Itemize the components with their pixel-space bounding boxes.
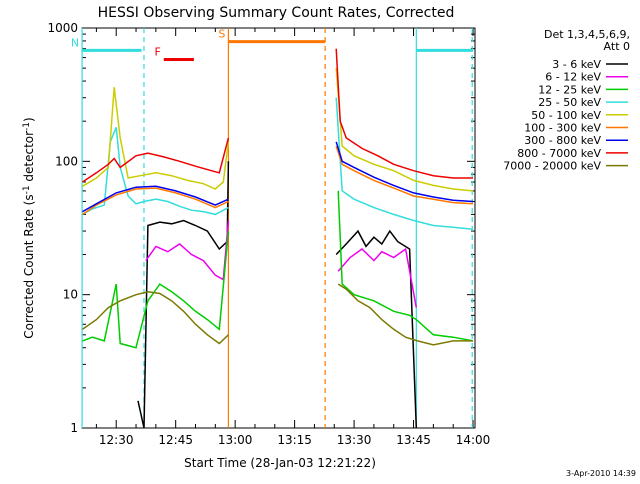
series-line	[82, 291, 229, 345]
series-line	[82, 187, 229, 216]
x-tick-label: 12:45	[158, 433, 193, 447]
y-tick-label: 1	[70, 421, 78, 435]
legend-entry-label: 6 - 12 keV	[545, 71, 601, 84]
x-tick-label: 12:30	[99, 433, 134, 447]
plot-layer: 1 10 100 1000 12:30 12:45 13:00 13:15 13:30 13:45…	[47, 21, 490, 447]
chart-title: HESSI Observing Summary Count Rates, Cor…	[98, 5, 455, 21]
x-tick-label: 13:45	[396, 433, 431, 447]
legend-header-line-1: Det 1,3,4,5,6,9,	[544, 28, 630, 41]
x-tick-label: 13:00	[218, 433, 253, 447]
legend-entry-label: 800 - 7000 keV	[517, 147, 601, 160]
legend-entry-label: 3 - 6 keV	[552, 58, 601, 71]
y-tick-label: 100	[55, 154, 78, 168]
x-tick-label: 13:30	[337, 433, 372, 447]
y-tick-label: 10	[63, 288, 78, 302]
y-axis-label-main: Corrected Count Rate (s	[22, 194, 36, 338]
legend-entry-label: 100 - 300 keV	[524, 122, 601, 135]
series-line	[82, 185, 229, 213]
legend-entry-label: 25 - 50 keV	[538, 96, 601, 109]
series-line	[335, 145, 474, 205]
x-tick-label: 14:00	[456, 433, 491, 447]
series-line	[337, 190, 474, 342]
y-axis-label-end: )	[22, 117, 36, 122]
series-line	[337, 283, 473, 346]
series-line	[335, 48, 473, 179]
series-line	[137, 161, 230, 429]
y-axis-label-mid: detector	[22, 131, 36, 186]
x-axis-label: Start Time (28-Jan-03 12:21:22)	[184, 456, 376, 470]
series-line	[335, 68, 474, 192]
flag-label: S	[218, 28, 225, 41]
legend-entry-label: 7000 - 20000 keV	[503, 160, 601, 173]
series-line	[335, 229, 418, 429]
flag-label: F	[154, 46, 160, 59]
flag-label: N	[71, 36, 79, 49]
legend-entry-label: 50 - 100 keV	[531, 109, 601, 122]
series-line	[82, 87, 230, 190]
y-axis-label-sup2: -1	[22, 122, 32, 131]
legend-header-line-2: Att 0	[604, 40, 630, 53]
series-line	[337, 247, 418, 308]
series-line	[82, 231, 230, 349]
series-line	[335, 141, 474, 203]
timestamp: 3-Apr-2010 14:39	[566, 469, 636, 478]
legend-entry-label: 12 - 25 keV	[538, 83, 601, 96]
legend-entry-label: 300 - 800 keV	[524, 134, 601, 147]
y-axis-label: Corrected Count Rate (s-1 detector-1)	[22, 117, 36, 338]
series-line	[145, 220, 230, 281]
y-tick-label: 1000	[47, 21, 78, 35]
y-axis-label-sup1: -1	[22, 185, 32, 194]
series-line	[335, 97, 474, 230]
x-tick-label: 13:15	[277, 433, 312, 447]
series-line	[82, 137, 230, 183]
series-line	[82, 127, 229, 216]
